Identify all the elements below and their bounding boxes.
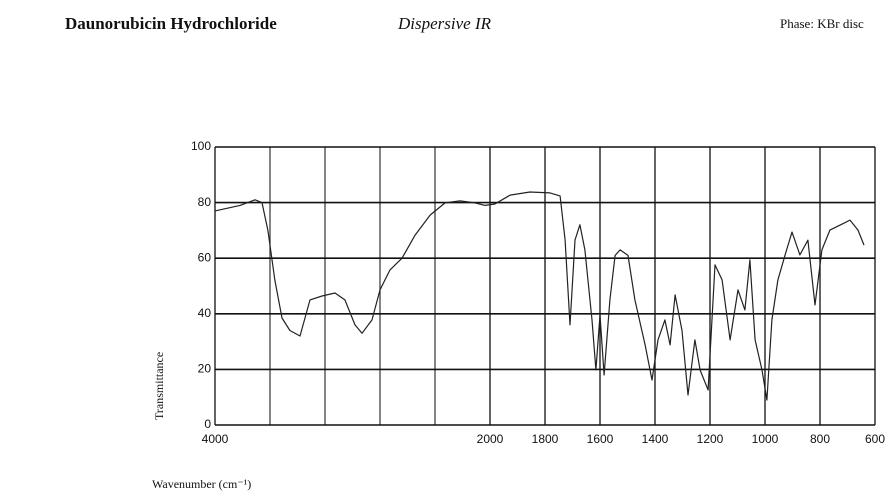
- x-tick-label: 1000: [752, 432, 779, 446]
- x-tick-label: 2000: [477, 432, 504, 446]
- x-tick-label: 4000: [202, 432, 229, 446]
- phase: Phase: KBr disc: [780, 16, 864, 31]
- y-tick-label: 100: [191, 139, 211, 153]
- y-tick-label: 80: [198, 195, 212, 209]
- x-tick-label: 800: [810, 432, 830, 446]
- x-tick-label: 1600: [587, 432, 614, 446]
- y-tick-label: 20: [198, 362, 212, 376]
- x-tick-label: 1800: [532, 432, 559, 446]
- spectrum-line: [214, 191, 865, 401]
- x-tick-label: 1200: [697, 432, 724, 446]
- title: Daunorubicin Hydrochloride: [65, 14, 277, 33]
- method: Dispersive IR: [397, 14, 492, 33]
- y-tick-label: 40: [198, 306, 212, 320]
- y-tick-label: 60: [198, 250, 212, 264]
- x-axis-label: Wavenumber (cm⁻¹): [152, 477, 251, 491]
- x-tick-label: 600: [865, 432, 885, 446]
- y-tick-label: 0: [204, 417, 211, 431]
- y-axis-label: Transmittance: [152, 352, 166, 420]
- minor-grid: [269, 147, 436, 425]
- x-tick-label: 1400: [642, 432, 669, 446]
